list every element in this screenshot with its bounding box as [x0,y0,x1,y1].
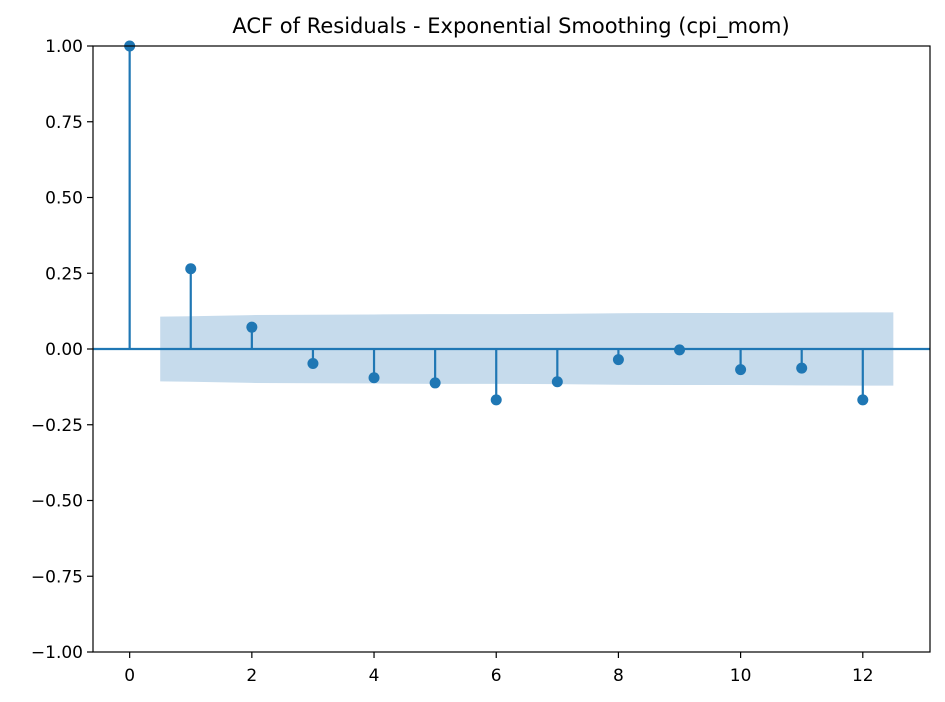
acf-point [185,263,197,275]
acf-point [429,377,441,389]
x-tick-label: 6 [491,666,502,686]
y-tick-label: −0.50 [31,492,83,512]
x-tick-label: 4 [369,666,380,686]
y-tick-label: 0.00 [45,340,83,360]
acf-point [246,321,258,333]
acf-point [368,372,380,384]
y-tick-label: −0.75 [31,567,83,587]
y-tick-label: 1.00 [45,37,83,57]
x-tick-label: 8 [613,666,624,686]
chart-title: ACF of Residuals - Exponential Smoothing… [232,14,789,39]
y-tick-label: −0.25 [31,416,83,436]
acf-point [551,376,563,388]
x-tick-label: 2 [246,666,257,686]
acf-point [796,362,808,374]
y-tick-label: 0.25 [45,264,83,284]
acf-point [490,394,502,406]
acf-point [612,354,624,366]
acf-point [307,358,319,370]
acf-point [857,394,869,406]
y-tick-label: 0.50 [45,189,83,209]
plot-area [93,40,930,406]
y-tick-label: 0.75 [45,113,83,133]
x-tick-label: 12 [852,666,874,686]
y-tick-label: −1.00 [31,643,83,663]
x-tick-label: 10 [730,666,752,686]
x-tick-label: 0 [124,666,135,686]
acf-point [674,344,686,356]
axes: 1.00 0.75 0.50 0.25 0.00 −0.25 −0.50 −0.75 −1.00… [31,37,931,686]
acf-point [735,364,747,376]
